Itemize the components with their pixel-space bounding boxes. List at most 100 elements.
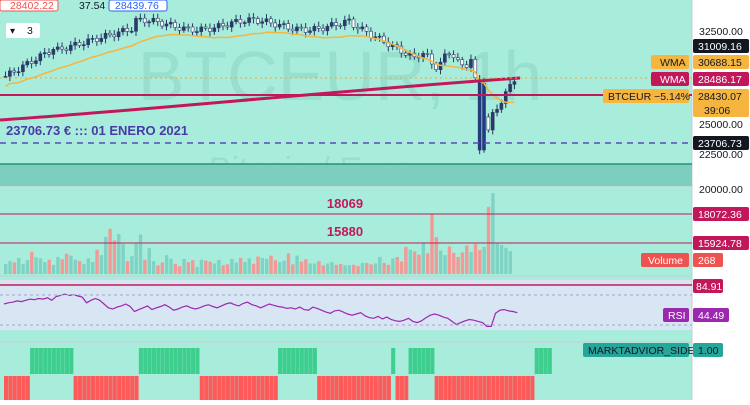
volume-bar bbox=[147, 248, 151, 274]
side-bar-down bbox=[212, 376, 217, 400]
side-bar-up bbox=[539, 348, 544, 374]
volume-bar bbox=[439, 250, 443, 274]
side-bar-up bbox=[160, 348, 165, 374]
side-bar-down bbox=[521, 376, 526, 400]
candle-body bbox=[138, 17, 143, 20]
candle-body bbox=[443, 53, 447, 63]
volume-bar bbox=[69, 255, 73, 274]
side-bar-down bbox=[352, 376, 357, 400]
sell-price-box[interactable] bbox=[0, 0, 59, 12]
side-bar-down bbox=[99, 376, 104, 400]
volume-bar bbox=[243, 262, 247, 274]
volume-bar bbox=[195, 267, 199, 274]
volume-bar bbox=[491, 193, 495, 274]
side-bar-up bbox=[547, 348, 552, 374]
volume-bar bbox=[104, 236, 108, 274]
candle-body bbox=[160, 21, 164, 27]
candle-body bbox=[177, 27, 182, 31]
candle-body bbox=[3, 76, 8, 78]
volume-bar bbox=[504, 247, 508, 274]
svg-text:30688.15: 30688.15 bbox=[698, 57, 742, 69]
volume-bar bbox=[265, 258, 269, 274]
candle-body bbox=[251, 17, 256, 20]
candle-body bbox=[460, 59, 465, 66]
side-bar-down bbox=[269, 376, 274, 400]
volume-bar bbox=[299, 261, 304, 274]
rsi-upper-tag: 84.91 bbox=[693, 279, 723, 293]
candle-body bbox=[334, 22, 338, 26]
side-bar-down bbox=[356, 376, 361, 400]
candle-body bbox=[116, 31, 121, 38]
candle-body bbox=[155, 17, 160, 22]
candle-body bbox=[190, 26, 195, 33]
candle-body bbox=[64, 48, 69, 51]
volume-bar bbox=[452, 252, 456, 274]
volume-bar bbox=[473, 244, 478, 274]
svg-text:18072.36: 18072.36 bbox=[698, 209, 742, 221]
svg-text:23706.73: 23706.73 bbox=[698, 138, 742, 150]
side-bar-down bbox=[395, 376, 400, 400]
candle-body bbox=[216, 23, 221, 29]
support-price-tag[interactable]: 23706.73 bbox=[693, 136, 749, 150]
rsi-line bbox=[3, 293, 518, 327]
candle-body bbox=[329, 22, 334, 27]
svg-text:15924.78: 15924.78 bbox=[698, 238, 742, 250]
volume-bar bbox=[151, 261, 156, 274]
side-bar-up bbox=[295, 348, 300, 374]
side-bar-down bbox=[125, 376, 130, 400]
last-price-tag[interactable]: BTCEUR −5.14% 28430.07 39:06 bbox=[603, 89, 749, 117]
volume-bar bbox=[169, 258, 173, 274]
candle-body bbox=[382, 35, 386, 43]
volume-bar bbox=[199, 259, 204, 274]
volume-bar bbox=[482, 246, 486, 274]
rsi-legend-tag[interactable]: RSI 44.49 bbox=[663, 308, 729, 322]
side-bar-down bbox=[17, 376, 22, 400]
side-bar-up bbox=[412, 348, 417, 374]
volume-bar bbox=[30, 251, 34, 274]
side-bar-down bbox=[399, 376, 404, 400]
side-bar-down bbox=[95, 376, 100, 400]
side-legend-tag[interactable]: MARKTADVIOR_SIDE 1.00 bbox=[583, 343, 723, 357]
candle-body bbox=[295, 26, 299, 32]
side-bar-down bbox=[486, 376, 491, 400]
decimals-control[interactable] bbox=[6, 23, 40, 38]
candle-body bbox=[212, 27, 217, 32]
volume-bar bbox=[156, 265, 160, 274]
candle-body bbox=[477, 80, 482, 151]
candle-body bbox=[142, 17, 147, 24]
volume-bar bbox=[465, 245, 469, 274]
candle-body bbox=[25, 61, 30, 66]
rsi-band-fill bbox=[0, 280, 692, 330]
candle-body bbox=[182, 26, 186, 31]
side-bar-down bbox=[243, 376, 248, 400]
candle-body bbox=[229, 21, 234, 28]
volume-bar bbox=[347, 265, 352, 274]
side-bar-down bbox=[238, 376, 243, 400]
candle-body bbox=[99, 38, 103, 42]
wma-fast-tag[interactable]: WMA 30688.15 bbox=[651, 55, 749, 69]
side-bar-up bbox=[30, 348, 35, 374]
price-tag-high[interactable]: 31009.16 bbox=[693, 39, 749, 53]
volume-bar bbox=[404, 246, 408, 274]
wma-slow-tag[interactable]: WMA 28486.17 bbox=[651, 72, 749, 86]
volume-bar bbox=[495, 242, 499, 274]
side-bar-up bbox=[169, 348, 174, 374]
svg-text:44.49: 44.49 bbox=[698, 310, 724, 322]
volume-legend-tag[interactable]: Volume 268 bbox=[641, 253, 723, 267]
volume-bar bbox=[369, 264, 373, 274]
candle-body bbox=[164, 23, 169, 27]
side-bar-down bbox=[117, 376, 122, 400]
side-bar-down bbox=[265, 376, 270, 400]
candle-body bbox=[199, 26, 204, 32]
buy-price-box[interactable] bbox=[108, 0, 168, 12]
candle-body bbox=[29, 61, 34, 64]
volume-bar bbox=[317, 261, 321, 274]
volume-bar bbox=[34, 257, 38, 274]
side-bar-up bbox=[143, 348, 148, 374]
candle-body bbox=[86, 38, 90, 46]
candle-body bbox=[303, 27, 308, 33]
side-bar-up bbox=[47, 348, 52, 374]
volume-bar bbox=[212, 263, 217, 274]
